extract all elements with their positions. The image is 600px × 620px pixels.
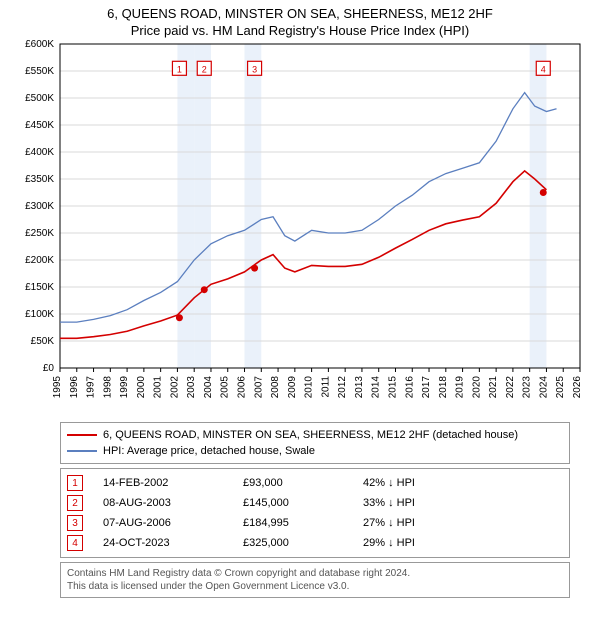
svg-text:2020: 2020 bbox=[471, 376, 482, 399]
svg-text:2009: 2009 bbox=[287, 376, 298, 399]
event-pct: 27% ↓ HPI bbox=[363, 517, 563, 529]
svg-text:2008: 2008 bbox=[270, 376, 281, 399]
legend-item: 6, QUEENS ROAD, MINSTER ON SEA, SHEERNES… bbox=[67, 427, 563, 443]
event-date: 24-OCT-2023 bbox=[103, 537, 243, 549]
event-price: £184,995 bbox=[243, 517, 363, 529]
sale-dot-1 bbox=[176, 314, 183, 321]
svg-text:2005: 2005 bbox=[220, 376, 231, 399]
event-date: 14-FEB-2002 bbox=[103, 477, 243, 489]
svg-text:£100K: £100K bbox=[25, 309, 54, 320]
events-table: 1 14-FEB-2002£93,00042% ↓ HPI 2 08-AUG-2003… bbox=[60, 468, 570, 558]
svg-text:2023: 2023 bbox=[522, 376, 533, 399]
svg-text:2015: 2015 bbox=[387, 376, 398, 399]
attribution-box: Contains HM Land Registry data © Crown c… bbox=[60, 562, 570, 598]
svg-text:2024: 2024 bbox=[538, 376, 549, 399]
event-marker: 1 bbox=[67, 475, 83, 491]
svg-text:2025: 2025 bbox=[555, 376, 566, 399]
event-pct: 29% ↓ HPI bbox=[363, 537, 563, 549]
svg-text:2012: 2012 bbox=[337, 376, 348, 399]
event-pct: 33% ↓ HPI bbox=[363, 497, 563, 509]
svg-text:1995: 1995 bbox=[52, 376, 63, 399]
sale-dot-3 bbox=[251, 265, 258, 272]
legend-label: 6, QUEENS ROAD, MINSTER ON SEA, SHEERNES… bbox=[103, 429, 518, 441]
svg-text:£400K: £400K bbox=[25, 147, 54, 158]
svg-text:£150K: £150K bbox=[25, 282, 54, 293]
svg-text:£450K: £450K bbox=[25, 120, 54, 131]
page-root: 6, QUEENS ROAD, MINSTER ON SEA, SHEERNES… bbox=[0, 0, 600, 598]
legend-item: HPI: Average price, detached house, Swal… bbox=[67, 443, 563, 459]
svg-text:£50K: £50K bbox=[31, 336, 55, 347]
svg-text:1999: 1999 bbox=[119, 376, 130, 399]
svg-text:3: 3 bbox=[252, 64, 257, 74]
svg-text:2021: 2021 bbox=[488, 376, 499, 399]
svg-text:2011: 2011 bbox=[320, 376, 331, 398]
legend-label: HPI: Average price, detached house, Swal… bbox=[103, 445, 315, 457]
attribution-line2: This data is licensed under the Open Gov… bbox=[67, 580, 563, 593]
legend-swatch bbox=[67, 450, 97, 452]
svg-text:2026: 2026 bbox=[572, 376, 583, 399]
svg-text:2006: 2006 bbox=[237, 376, 248, 399]
svg-text:2010: 2010 bbox=[304, 376, 315, 399]
svg-text:2022: 2022 bbox=[505, 376, 516, 399]
sale-dot-2 bbox=[201, 286, 208, 293]
chart-area: £0 £50K £100K £150K £200K £250K £300K £350K £400… bbox=[0, 38, 600, 418]
svg-text:£300K: £300K bbox=[25, 201, 54, 212]
event-marker: 3 bbox=[67, 515, 83, 531]
svg-text:2: 2 bbox=[202, 64, 207, 74]
event-pct: 42% ↓ HPI bbox=[363, 477, 563, 489]
event-row: 2 08-AUG-2003£145,00033% ↓ HPI bbox=[67, 493, 563, 513]
event-marker: 2 bbox=[67, 495, 83, 511]
svg-text:£200K: £200K bbox=[25, 255, 54, 266]
svg-text:2014: 2014 bbox=[371, 376, 382, 399]
svg-text:1996: 1996 bbox=[69, 376, 80, 399]
legend-swatch bbox=[67, 434, 97, 436]
title-block: 6, QUEENS ROAD, MINSTER ON SEA, SHEERNES… bbox=[0, 0, 600, 38]
svg-text:£600K: £600K bbox=[25, 39, 54, 50]
svg-text:2001: 2001 bbox=[153, 376, 164, 399]
svg-text:£250K: £250K bbox=[25, 228, 54, 239]
svg-text:2017: 2017 bbox=[421, 376, 432, 399]
svg-text:£550K: £550K bbox=[25, 66, 54, 77]
svg-text:£0: £0 bbox=[43, 363, 55, 374]
title-subtitle: Price paid vs. HM Land Registry's House … bbox=[0, 23, 600, 38]
event-date: 07-AUG-2006 bbox=[103, 517, 243, 529]
svg-text:2000: 2000 bbox=[136, 376, 147, 399]
svg-text:2007: 2007 bbox=[253, 376, 264, 399]
svg-text:2013: 2013 bbox=[354, 376, 365, 399]
event-row: 4 24-OCT-2023£325,00029% ↓ HPI bbox=[67, 533, 563, 553]
event-price: £93,000 bbox=[243, 477, 363, 489]
svg-text:£350K: £350K bbox=[25, 174, 54, 185]
event-date: 08-AUG-2003 bbox=[103, 497, 243, 509]
title-address: 6, QUEENS ROAD, MINSTER ON SEA, SHEERNES… bbox=[0, 6, 600, 21]
svg-text:2018: 2018 bbox=[438, 376, 449, 399]
svg-text:1: 1 bbox=[177, 64, 182, 74]
svg-text:2003: 2003 bbox=[186, 376, 197, 399]
attribution-line1: Contains HM Land Registry data © Crown c… bbox=[67, 567, 563, 580]
svg-text:4: 4 bbox=[541, 64, 546, 74]
event-price: £325,000 bbox=[243, 537, 363, 549]
event-price: £145,000 bbox=[243, 497, 363, 509]
svg-text:2019: 2019 bbox=[455, 376, 466, 399]
event-marker: 4 bbox=[67, 535, 83, 551]
svg-text:2004: 2004 bbox=[203, 376, 214, 399]
event-row: 3 07-AUG-2006£184,99527% ↓ HPI bbox=[67, 513, 563, 533]
legend-box: 6, QUEENS ROAD, MINSTER ON SEA, SHEERNES… bbox=[60, 422, 570, 464]
svg-text:2016: 2016 bbox=[404, 376, 415, 399]
sale-dot-4 bbox=[540, 189, 547, 196]
svg-text:2002: 2002 bbox=[169, 376, 180, 399]
svg-text:1997: 1997 bbox=[86, 376, 97, 399]
chart-svg: £0 £50K £100K £150K £200K £250K £300K £350K £400… bbox=[0, 38, 600, 418]
event-row: 1 14-FEB-2002£93,00042% ↓ HPI bbox=[67, 473, 563, 493]
svg-text:1998: 1998 bbox=[102, 376, 113, 399]
svg-text:£500K: £500K bbox=[25, 93, 54, 104]
